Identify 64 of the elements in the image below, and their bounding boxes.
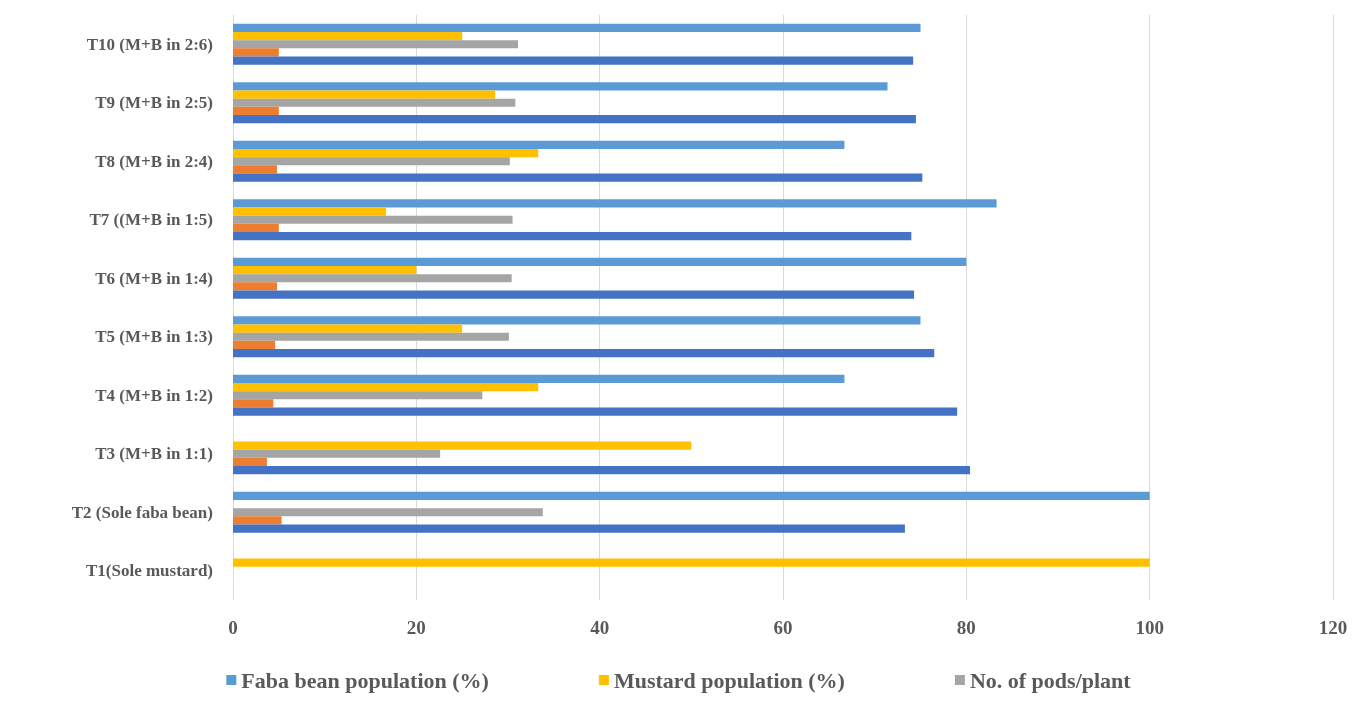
- bar: [233, 340, 276, 350]
- bar: [233, 524, 905, 533]
- bar: [233, 207, 387, 216]
- bar: [233, 332, 509, 341]
- x-tick-label: 80: [956, 617, 976, 638]
- bar: [233, 466, 970, 475]
- bar: [233, 449, 441, 458]
- y-tick-label: T8 (M+B in 2:4): [95, 151, 213, 171]
- bar: [233, 391, 483, 400]
- bar: [233, 324, 463, 333]
- y-tick-label: T4 (M+B in 1:2): [95, 385, 213, 405]
- bar: [233, 508, 543, 517]
- bar: [233, 90, 496, 99]
- x-tick-label: 20: [406, 617, 426, 638]
- bar: [233, 48, 279, 57]
- bar: [233, 31, 463, 41]
- bar: [233, 407, 958, 416]
- bar: [233, 23, 921, 32]
- bar: [233, 140, 845, 149]
- bar: [233, 232, 912, 241]
- bar: [233, 491, 1150, 500]
- bar: [233, 374, 845, 383]
- bar: [233, 157, 510, 166]
- bar: [233, 441, 692, 450]
- bar: [233, 349, 935, 358]
- bar: [233, 82, 888, 91]
- bar: [233, 382, 539, 392]
- x-tick-label: 100: [1135, 617, 1164, 638]
- x-tick-label: 120: [1318, 617, 1348, 638]
- bar: [233, 173, 923, 182]
- bar: [233, 265, 417, 275]
- y-tick-label: T3 (M+B in 1:1): [95, 444, 213, 464]
- x-tick-label: 0: [228, 617, 238, 638]
- bar: [233, 257, 967, 266]
- y-tick-label: T7 ((M+B in 1:5): [89, 210, 213, 230]
- legend-label: Mustard population (%): [613, 667, 845, 693]
- bar: [233, 558, 1150, 567]
- bar: [233, 223, 279, 233]
- bar: [233, 148, 539, 158]
- bar: [233, 282, 277, 291]
- bar: [233, 98, 516, 107]
- x-tick-label: 60: [773, 617, 793, 638]
- bar: [233, 399, 274, 408]
- legend-label: No. of pods/plant: [969, 667, 1132, 693]
- bar: [233, 457, 267, 467]
- y-tick-label: T2 (Sole faba bean): [71, 502, 213, 522]
- bar: [233, 56, 914, 65]
- bar: [233, 215, 513, 224]
- bar: [233, 316, 921, 325]
- legend-label: Faba bean population (%): [241, 667, 489, 693]
- bar: [233, 274, 512, 283]
- bar: [233, 516, 282, 525]
- y-tick-label: T10 (M+B in 2:6): [86, 34, 213, 54]
- bar: [233, 165, 277, 174]
- y-tick-label: T6 (M+B in 1:4): [95, 268, 213, 288]
- bar: [233, 115, 916, 124]
- bar: [233, 199, 997, 208]
- y-tick-label: T5 (M+B in 1:3): [95, 327, 213, 347]
- y-tick-label: T9 (M+B in 2:5): [95, 93, 213, 113]
- x-tick-label: 40: [590, 617, 610, 638]
- bar: [233, 40, 519, 49]
- y-tick-label: T1(Sole mustard): [85, 561, 213, 581]
- bar: [233, 106, 279, 116]
- bar: [233, 290, 915, 299]
